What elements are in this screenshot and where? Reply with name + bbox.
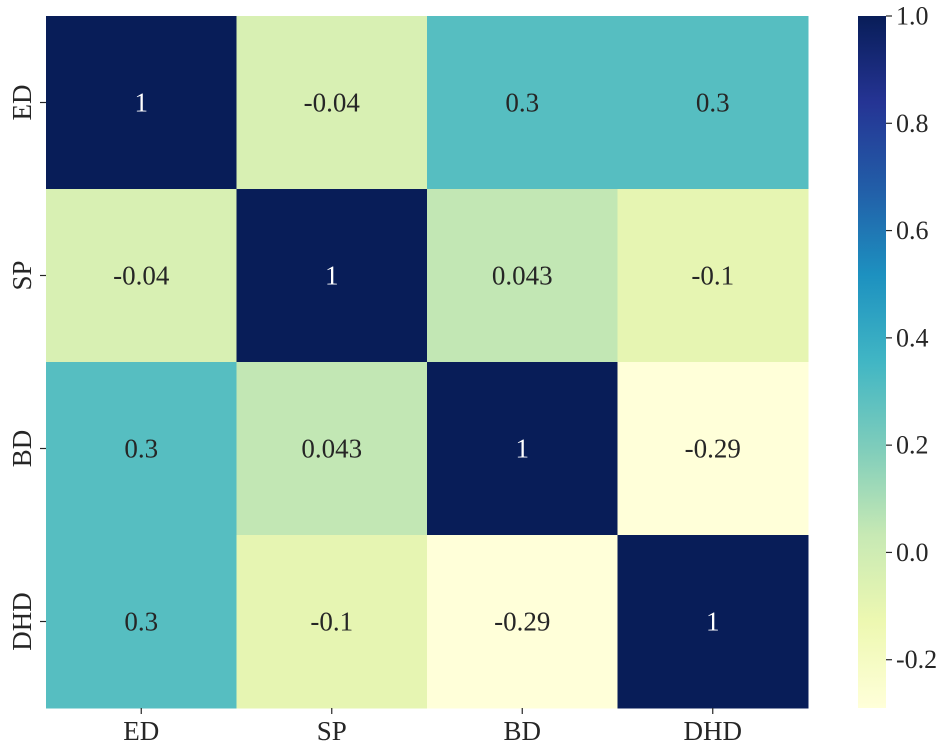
heatmap-cell-sp-sp [236,189,428,363]
x-tick-label-ed: ED [123,716,159,744]
x-tick-label-sp: SP [317,716,347,744]
heatmap-cells [46,16,809,709]
colorbar: 1.0 0.8 0.6 0.4 0.2 0.0 -0.2 [858,2,937,708]
cell-value-label: 1 [706,607,720,637]
heatmap-cell-bd-sp [236,362,428,536]
heatmap-cell-ed-sp [236,16,428,190]
heatmap-cell-dhd-dhd [617,535,809,709]
y-tick-label-sp: SP [7,260,37,290]
colorbar-gradient [858,16,886,708]
cell-value-label: -0.1 [691,261,734,291]
y-tick-label-bd: BD [7,430,37,468]
x-tick-label-dhd: DHD [684,716,743,744]
heatmap-cell-bd-bd [427,362,618,536]
heatmap-cell-ed-ed [46,16,237,190]
colorbar-tick-label: 0.2 [896,431,929,460]
cell-value-label: 0.3 [124,607,158,637]
cell-value-label: 1 [516,434,530,464]
x-tick-label-bd: BD [503,716,541,744]
heatmap-cell-sp-ed [46,189,237,363]
cell-value-label: -0.1 [310,607,353,637]
heatmap-cell-dhd-ed [46,535,237,709]
heatmap-cell-labels: 1 -0.04 0.3 0.3 -0.04 1 0.043 -0.1 0.3 0.043 1 -0.2… [113,88,741,637]
cell-value-label: 1 [325,261,339,291]
x-axis: ED SP BD DHD [123,708,742,744]
heatmap-cell-sp-bd [427,189,618,363]
cell-value-label: 0.3 [696,88,730,118]
y-axis: ED SP BD DHD [7,85,46,651]
heatmap-cell-ed-dhd [617,16,809,190]
colorbar-tick-label: 0.8 [896,109,929,138]
cell-value-label: 0.043 [301,434,362,464]
cell-value-label: 0.3 [124,434,158,464]
heatmap-cell-bd-ed [46,362,237,536]
cell-value-label: -0.29 [685,434,741,464]
colorbar-tick-label: 1.0 [896,2,929,31]
heatmap-cell-bd-dhd [617,362,809,536]
heatmap-cell-sp-dhd [617,189,809,363]
cell-value-label: -0.04 [304,88,361,118]
cell-value-label: -0.29 [494,607,550,637]
cell-value-label: 0.3 [505,88,539,118]
colorbar-tick-label: 0.4 [896,323,929,352]
cell-value-label: -0.04 [113,261,170,291]
y-tick-label-ed: ED [7,85,37,121]
heatmap-cell-dhd-sp [236,535,428,709]
heatmap-cell-ed-bd [427,16,618,190]
cell-value-label: 0.043 [492,261,553,291]
y-tick-label-dhd: DHD [7,592,37,651]
colorbar-tick-label: 0.6 [896,216,929,245]
colorbar-tick-label: 0.0 [896,538,929,567]
cell-value-label: 1 [135,88,149,118]
colorbar-tick-label: -0.2 [896,645,937,674]
heatmap-cell-dhd-bd [427,535,618,709]
